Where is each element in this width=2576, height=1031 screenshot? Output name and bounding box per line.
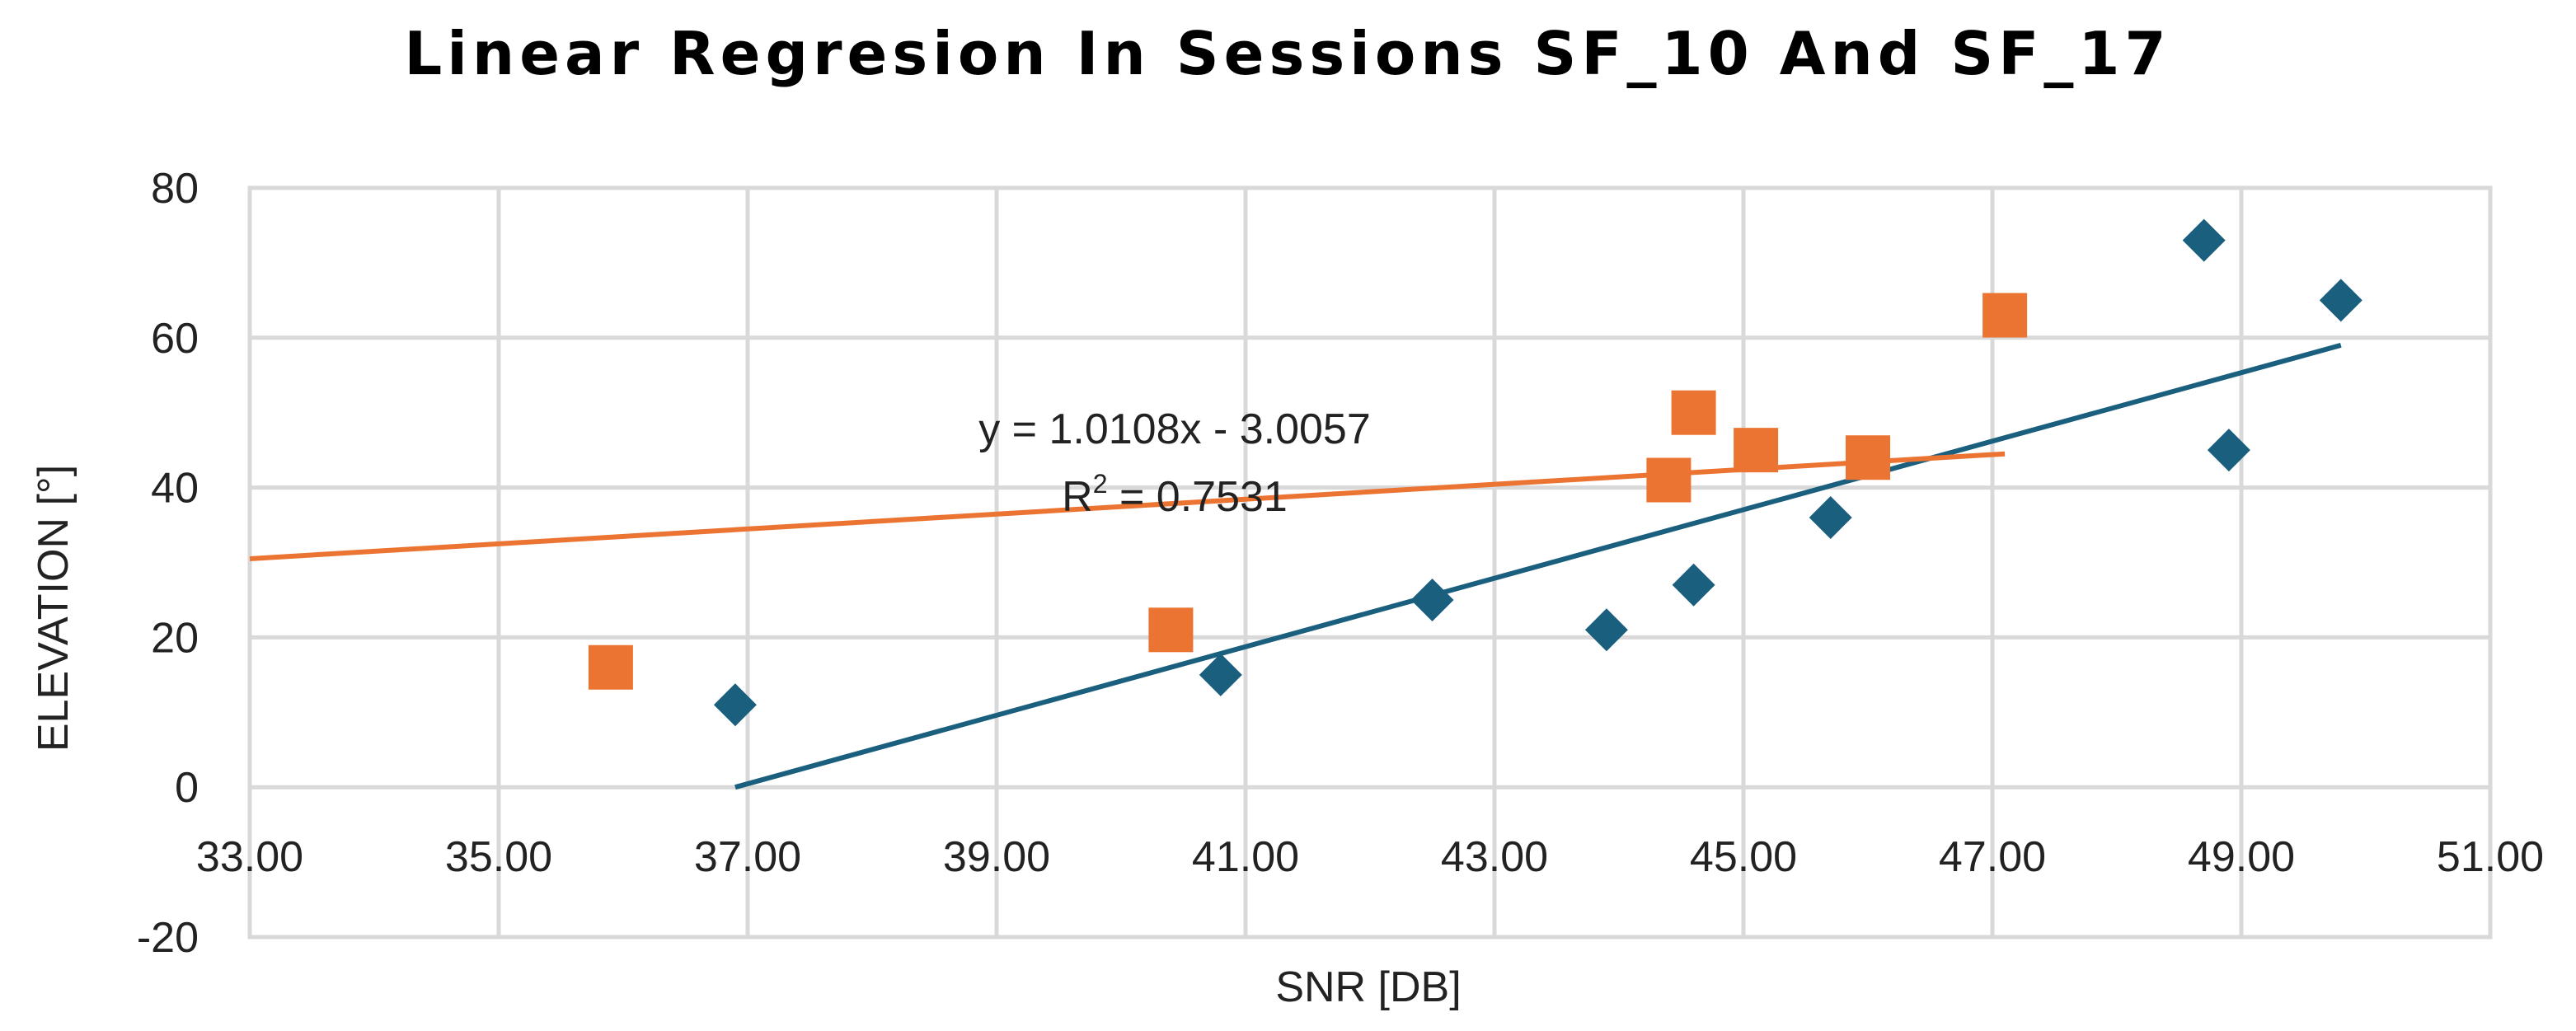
- data-point-sf-10: [1410, 578, 1454, 621]
- data-point-sf-17: [1982, 293, 2028, 338]
- x-tick-label: 41.00: [1192, 833, 1299, 881]
- data-point-sf-10: [713, 683, 757, 727]
- data-point-sf-10: [2182, 218, 2226, 262]
- plot-area-frame: [247, 185, 2493, 940]
- x-tick-label: 35.00: [445, 833, 552, 881]
- y-tick-label: 60: [151, 315, 199, 363]
- data-point-sf-17: [1734, 428, 1779, 473]
- data-point-sf-10: [2319, 279, 2363, 322]
- data-point-sf-10: [1199, 653, 1242, 696]
- x-tick-label: 39.00: [943, 833, 1050, 881]
- regression-equation: y = 1.0108x - 3.0057: [978, 405, 1371, 453]
- data-point-sf-17: [588, 644, 633, 690]
- y-axis-label: ELEVATION [°]: [30, 465, 77, 752]
- x-tick-label: 49.00: [2188, 833, 2295, 881]
- data-point-sf-17: [1671, 390, 1716, 435]
- r-squared-r: R: [1062, 473, 1093, 521]
- y-tick-label: 40: [151, 465, 199, 513]
- data-point-sf-17: [1846, 435, 1890, 480]
- x-tick-label: 45.00: [1690, 833, 1797, 881]
- y-tick-label: 20: [151, 614, 199, 662]
- trendline-sf-17: [249, 451, 2006, 561]
- y-tick-label: 0: [175, 764, 199, 812]
- x-tick-label: 51.00: [2437, 833, 2544, 881]
- x-tick-label: 37.00: [694, 833, 801, 881]
- chart-title: Linear Regresion In Sessions SF_10 And S…: [404, 19, 2170, 88]
- x-tick-label: 43.00: [1441, 833, 1548, 881]
- y-tick-label: -20: [137, 914, 199, 962]
- x-tick-label: 33.00: [196, 833, 303, 881]
- r-squared-label: R2 = 0.7531: [1062, 469, 1288, 521]
- trendline-sf-10: [734, 342, 2342, 790]
- x-tick-label: 47.00: [1939, 833, 2046, 881]
- r-squared-value: = 0.7531: [1108, 473, 1288, 521]
- x-axis-label: SNR [DB]: [1275, 963, 1461, 1011]
- data-point-sf-10: [1809, 495, 1852, 539]
- data-point-sf-17: [1148, 607, 1194, 653]
- r-squared-superscript: 2: [1093, 469, 1108, 499]
- data-point-sf-17: [1646, 457, 1692, 503]
- data-point-sf-10: [1672, 563, 1715, 607]
- y-tick-label: 80: [151, 165, 199, 213]
- data-point-sf-10: [2207, 429, 2250, 472]
- data-point-sf-10: [1584, 608, 1628, 652]
